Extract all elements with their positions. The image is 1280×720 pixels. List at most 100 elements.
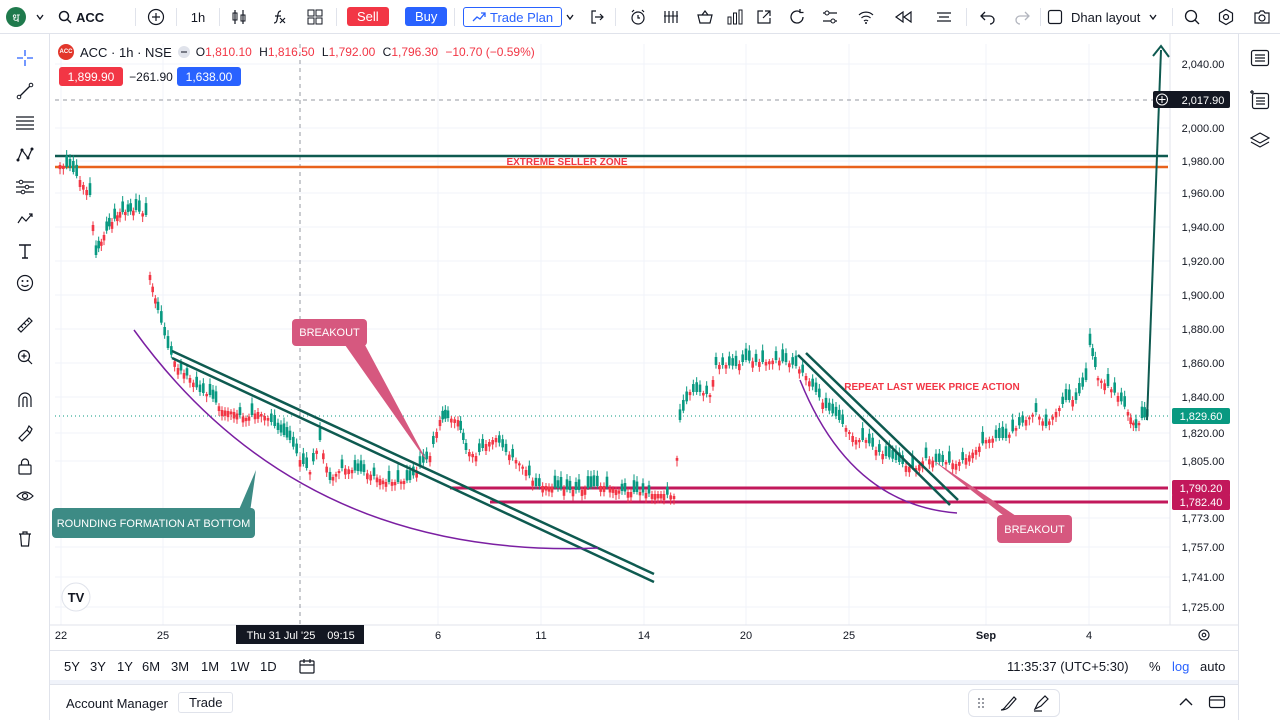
candle-body [163, 327, 166, 336]
auto-toggle[interactable]: auto [1200, 659, 1226, 674]
candle-body [97, 240, 100, 249]
candle-body [518, 463, 521, 466]
candle-body [220, 410, 224, 417]
add-icon[interactable] [1156, 93, 1168, 106]
chevron-down-icon[interactable] [562, 5, 578, 29]
fib-icon[interactable] [13, 111, 37, 135]
candle-body [511, 448, 514, 458]
watchlist-icon[interactable] [1248, 46, 1272, 70]
gear-icon[interactable] [1215, 5, 1237, 29]
prediction-icon[interactable] [13, 175, 37, 199]
emoji-icon[interactable] [13, 271, 37, 295]
range-button-1y[interactable]: 1Y [117, 659, 133, 674]
lock-icon[interactable] [13, 454, 37, 478]
candle-body [818, 388, 821, 398]
templates-icon[interactable] [304, 5, 326, 29]
ruler-icon[interactable] [13, 313, 37, 337]
buy-button[interactable]: Buy [405, 7, 448, 26]
open-external-icon[interactable] [753, 5, 775, 29]
chart-bars-icon[interactable] [724, 5, 746, 29]
candle-body [692, 384, 695, 392]
candle-body [1028, 417, 1031, 420]
pattern-icon[interactable] [13, 143, 37, 167]
trade-tab[interactable]: Trade [178, 692, 234, 713]
redo-icon[interactable] [1011, 5, 1033, 29]
range-button-6m[interactable]: 6M [142, 659, 161, 674]
brush-icon[interactable] [13, 207, 37, 231]
date-range-icon[interactable] [298, 657, 316, 678]
text-icon[interactable] [13, 239, 37, 263]
range-button-1w[interactable]: 1W [230, 659, 250, 674]
interval-button[interactable]: 1h [190, 9, 206, 25]
maximize-panel-icon[interactable] [1208, 694, 1226, 713]
menu-lines-icon[interactable] [933, 5, 955, 29]
trendline-icon[interactable] [13, 79, 37, 103]
range-button-3y[interactable]: 3Y [90, 659, 106, 674]
log-toggle[interactable]: log [1172, 659, 1190, 674]
crosshair-icon[interactable] [13, 46, 37, 70]
indicators-icon[interactable] [268, 5, 290, 29]
account-manager-tab[interactable]: Account Manager [66, 696, 168, 711]
refresh-icon[interactable] [786, 5, 808, 29]
trade-plan-button[interactable]: Trade Plan [463, 7, 563, 27]
buy-price-pill[interactable]: 1,638.00 [177, 67, 241, 86]
sell-price-pill[interactable]: 1,899.90 [59, 67, 123, 86]
chevron-up-icon[interactable] [1178, 694, 1194, 713]
settings-sliders-icon[interactable] [819, 5, 841, 29]
candle-body [1064, 389, 1068, 400]
candle-body [65, 155, 68, 167]
candle-body [270, 413, 273, 422]
magnet-icon[interactable] [13, 388, 37, 412]
brush-icon[interactable] [999, 694, 1019, 712]
candles-icon[interactable] [228, 5, 250, 29]
range-button-1m[interactable]: 1M [201, 659, 220, 674]
undo-icon[interactable] [977, 5, 999, 29]
legend-title[interactable]: ACC · 1h · NSE [80, 44, 172, 60]
candle-body [182, 373, 186, 379]
time-scale[interactable]: 22 25 6 11 14 20 25 Sep 4 [55, 630, 1092, 642]
eye-icon[interactable] [13, 484, 37, 508]
rewind-icon[interactable] [891, 5, 915, 29]
replay-icon[interactable] [660, 5, 682, 29]
candle-body [141, 213, 144, 217]
symbol-search[interactable]: ACC [58, 5, 104, 29]
candle-body [102, 235, 106, 241]
drag-handle-icon[interactable] [976, 695, 986, 711]
breakout-1-label: BREAKOUT [299, 327, 360, 339]
range-button-3m[interactable]: 3M [171, 659, 190, 674]
range-button-1d[interactable]: 1D [260, 659, 277, 674]
chart-area[interactable]: EXTREME SELLER ZONE BREAKOUT BREAKOUT RO… [50, 34, 1238, 650]
alerts-list-icon[interactable] [1248, 88, 1272, 112]
layout-selector[interactable]: Dhan layout [1047, 5, 1158, 29]
zoom-in-icon[interactable] [13, 345, 37, 369]
highlighter-icon[interactable] [1032, 694, 1052, 712]
chevron-down-icon[interactable] [33, 5, 47, 29]
candle-body [263, 416, 266, 421]
compare-add-icon[interactable] [145, 5, 167, 29]
quick-search-icon[interactable] [1181, 5, 1203, 29]
lock-drawings-icon[interactable] [13, 421, 37, 445]
range-button-5y[interactable]: 5Y [64, 659, 80, 674]
candle-body [928, 459, 931, 465]
camera-icon[interactable] [1251, 5, 1273, 29]
layers-icon[interactable] [1248, 128, 1272, 152]
price-chart: EXTREME SELLER ZONE BREAKOUT BREAKOUT RO… [50, 34, 1238, 644]
basket-icon[interactable] [694, 5, 716, 29]
sell-button[interactable]: Sell [347, 7, 389, 26]
timescale-settings-icon[interactable] [1198, 629, 1210, 641]
candle-body [1084, 368, 1088, 380]
drawing-toolbar [0, 34, 50, 720]
percent-toggle[interactable]: % [1149, 659, 1161, 674]
alert-icon[interactable] [627, 5, 649, 29]
candle-body [390, 482, 394, 486]
clock-display[interactable]: 11:35:37 (UTC+5:30) [1007, 659, 1129, 674]
candle-body [894, 450, 898, 460]
export-icon[interactable] [587, 5, 607, 29]
price-scale[interactable]: 2,040.00 2,000.00 1,980.00 1,960.00 1,940.00… [1182, 59, 1225, 614]
app-logo[interactable]: ध [6, 5, 26, 29]
candle-body [1021, 415, 1024, 423]
crosshair-price: 2,017.90 [1182, 95, 1225, 107]
candle-body [474, 456, 478, 462]
broadcast-icon[interactable] [855, 5, 877, 29]
trash-icon[interactable] [13, 527, 37, 551]
